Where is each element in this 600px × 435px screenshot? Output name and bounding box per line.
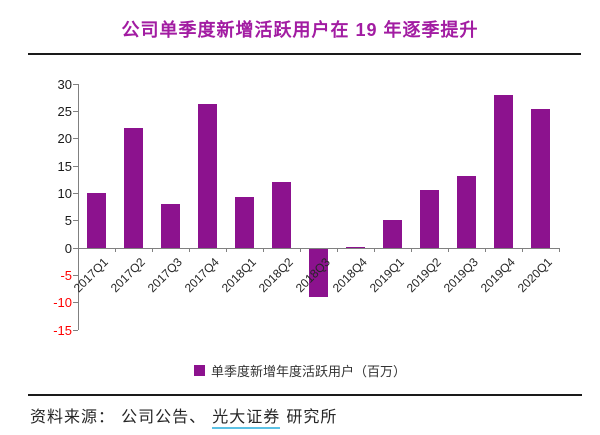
y-tick-label: 30 (57, 76, 72, 92)
bar-2019Q3 (457, 175, 476, 248)
x-axis-tick (522, 248, 523, 252)
bar-2017Q4 (198, 104, 217, 248)
y-tick-label: 10 (57, 185, 72, 201)
bar-2017Q1 (87, 193, 106, 248)
legend-swatch (193, 365, 205, 376)
bar-2018Q3 (309, 249, 328, 297)
source-suffix: 研究所 (286, 407, 338, 426)
footer-divider (28, 394, 582, 396)
y-tick-label: 5 (64, 213, 72, 229)
bar-2018Q4 (346, 246, 365, 248)
y-axis-tick (73, 83, 78, 85)
y-tick-label: 15 (57, 158, 72, 174)
bar-2019Q2 (420, 189, 439, 248)
bar-2019Q1 (383, 219, 402, 248)
plot-area: 30 25 20 15 10 5 0 -5 -10 -15 2017Q1 2017Q2 2017Q3 20… (53, 78, 560, 337)
y-axis-tick (73, 165, 78, 167)
x-axis-tick (300, 248, 301, 252)
x-axis-tick (152, 248, 153, 252)
x-axis-line (78, 248, 559, 249)
title-divider (28, 53, 581, 55)
bar-2018Q2 (272, 181, 291, 248)
x-axis-tick (189, 248, 190, 252)
x-axis-tick (263, 248, 264, 252)
x-axis-tick (485, 248, 486, 252)
y-axis-tick (73, 247, 78, 249)
source-prefix: 资料来源： (30, 407, 116, 426)
y-axis-tick (73, 138, 78, 140)
x-axis-tick (78, 248, 79, 252)
y-tick-label: -10 (53, 295, 72, 311)
x-axis-tick (226, 248, 227, 252)
y-axis-tick (73, 220, 78, 222)
y-axis-tick (73, 329, 78, 331)
y-tick-label: -5 (60, 267, 72, 283)
bar-2017Q2 (124, 127, 143, 248)
source-line: 资料来源： 公司公告、 光大证券 研究所 (30, 403, 338, 429)
source-item: 公司公告、 (121, 407, 207, 426)
bar-2019Q4 (494, 95, 513, 248)
y-axis-tick (73, 302, 78, 304)
y-axis-tick (73, 192, 78, 194)
x-axis-tick (559, 248, 560, 252)
x-axis-tick (337, 248, 338, 252)
x-axis-tick (374, 248, 375, 252)
y-tick-label: 0 (64, 240, 72, 256)
chart-title: 公司单季度新增活跃用户在 19 年逐季提升 (121, 20, 479, 40)
y-axis-tick (73, 274, 78, 276)
y-tick-label: 25 (57, 103, 72, 119)
y-tick-label: -15 (53, 322, 72, 338)
bar-2020Q1 (531, 109, 550, 248)
x-axis-tick (115, 248, 116, 252)
x-axis-tick (411, 248, 412, 252)
y-axis-tick (73, 110, 78, 112)
y-tick-label: 20 (57, 131, 72, 147)
source-link: 光大证券 (212, 407, 281, 429)
x-axis-tick (448, 248, 449, 252)
bar-2018Q1 (235, 196, 254, 248)
bar-2017Q3 (161, 204, 180, 248)
y-axis-line (78, 84, 79, 330)
legend-label: 单季度新增年度活跃用户（百万） (210, 364, 406, 379)
chart-legend: 单季度新增年度活跃用户（百万） (0, 361, 600, 380)
